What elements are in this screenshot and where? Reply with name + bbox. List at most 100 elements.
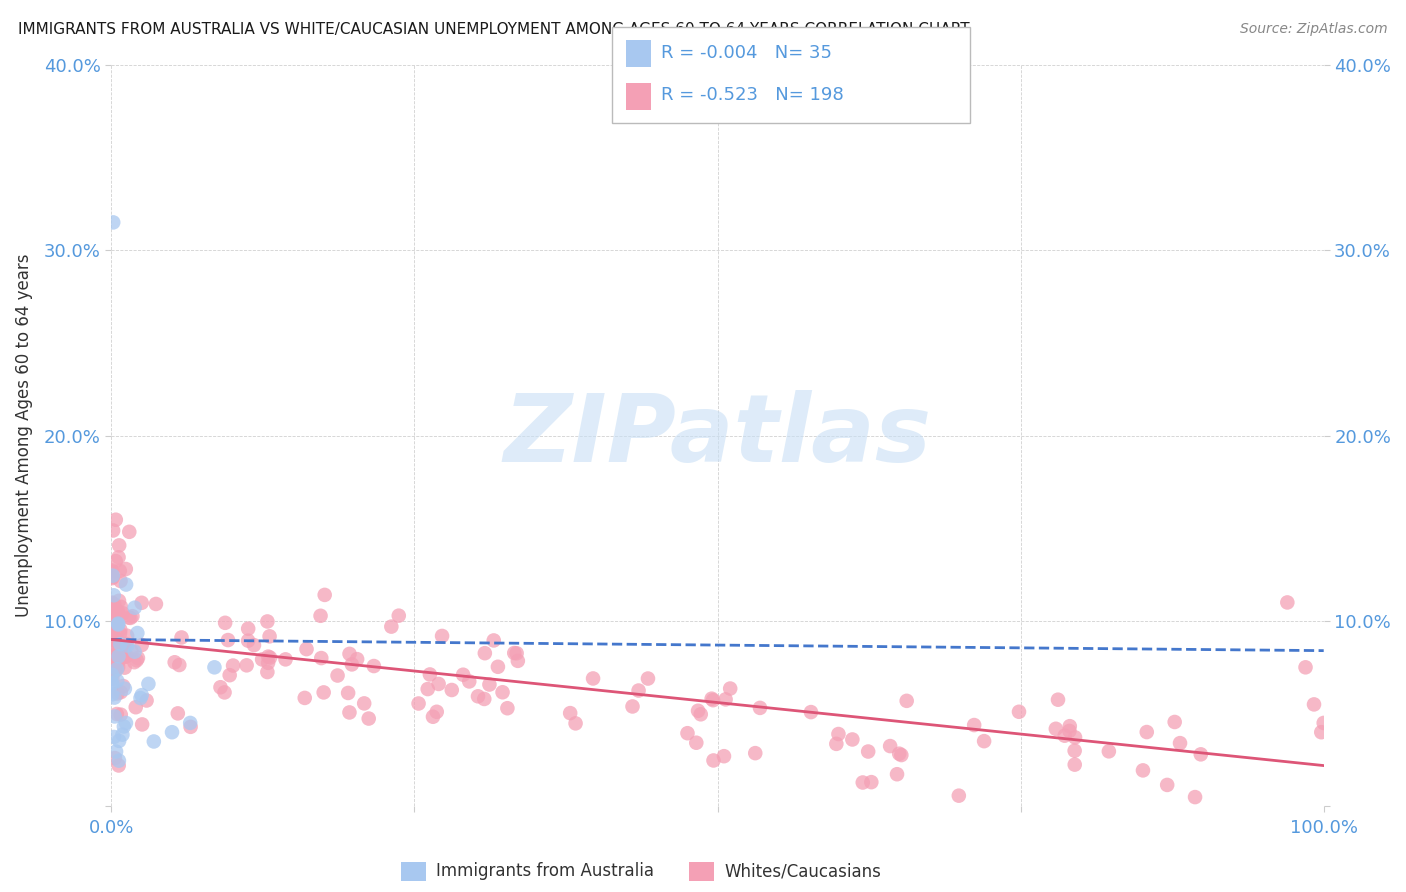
Point xyxy=(115,639,138,653)
Point xyxy=(235,658,257,673)
Point xyxy=(482,633,505,648)
Point xyxy=(214,615,236,630)
Point xyxy=(131,688,153,702)
Point xyxy=(101,563,124,577)
Point xyxy=(1059,719,1081,733)
Point xyxy=(110,599,132,614)
Point xyxy=(702,693,724,707)
Point xyxy=(1063,744,1085,758)
Point xyxy=(110,623,132,637)
Point xyxy=(124,655,146,669)
Point xyxy=(879,739,901,753)
Point xyxy=(218,668,240,682)
Point xyxy=(1312,715,1334,730)
Point xyxy=(110,685,132,699)
Point xyxy=(700,691,723,706)
Point xyxy=(274,652,297,666)
Point xyxy=(1063,757,1085,772)
Point xyxy=(257,656,280,670)
Point xyxy=(111,606,134,620)
Point xyxy=(104,751,127,765)
Point xyxy=(564,716,586,731)
Point xyxy=(1156,778,1178,792)
Point xyxy=(416,681,439,696)
Point xyxy=(124,645,146,659)
Point xyxy=(101,597,124,611)
Point xyxy=(718,681,741,696)
Point xyxy=(101,636,124,650)
Point xyxy=(243,638,266,652)
Point xyxy=(101,676,124,690)
Point xyxy=(1046,692,1069,706)
Point xyxy=(115,629,138,643)
Point xyxy=(236,633,259,648)
Point xyxy=(107,616,129,631)
Point xyxy=(103,633,125,648)
Point xyxy=(388,608,411,623)
Point xyxy=(340,657,363,672)
Point xyxy=(101,524,124,538)
Point xyxy=(1064,731,1087,745)
Point xyxy=(103,658,125,673)
Point xyxy=(105,604,128,618)
Point xyxy=(560,706,582,720)
Point xyxy=(440,683,463,698)
Point xyxy=(179,715,201,730)
Point xyxy=(101,568,124,582)
Point xyxy=(256,665,278,679)
Point xyxy=(107,607,129,621)
Point xyxy=(103,608,125,623)
Point xyxy=(357,712,380,726)
Point xyxy=(108,734,131,748)
Point xyxy=(103,617,125,632)
Point xyxy=(101,677,124,691)
Point xyxy=(1295,660,1317,674)
Point xyxy=(217,633,239,648)
Point xyxy=(103,215,125,229)
Point xyxy=(825,737,848,751)
Point xyxy=(250,652,273,666)
Point xyxy=(896,694,918,708)
Point xyxy=(238,622,260,636)
Point xyxy=(131,717,153,731)
Point xyxy=(107,604,129,618)
Point xyxy=(101,570,124,584)
Point xyxy=(496,701,519,715)
Point xyxy=(314,588,336,602)
Text: IMMIGRANTS FROM AUSTRALIA VS WHITE/CAUCASIAN UNEMPLOYMENT AMONG AGES 60 TO 64 YE: IMMIGRANTS FROM AUSTRALIA VS WHITE/CAUCA… xyxy=(18,22,970,37)
Point xyxy=(101,667,124,681)
Point xyxy=(337,686,360,700)
Point xyxy=(145,597,167,611)
Point xyxy=(676,726,699,740)
Point xyxy=(101,565,124,579)
Point xyxy=(105,662,128,676)
Point xyxy=(312,685,335,699)
Point xyxy=(135,693,157,707)
Point xyxy=(1059,723,1081,738)
Point xyxy=(115,648,138,663)
Point xyxy=(256,615,278,629)
Point xyxy=(294,690,316,705)
Point xyxy=(101,664,124,678)
Point xyxy=(114,649,136,664)
Point xyxy=(104,616,127,631)
Point xyxy=(105,673,128,688)
Point xyxy=(166,706,188,721)
Point xyxy=(114,637,136,651)
Point xyxy=(627,683,650,698)
Point xyxy=(204,660,226,674)
Point xyxy=(114,562,136,576)
Point xyxy=(104,554,127,568)
Point xyxy=(104,664,127,678)
Point xyxy=(422,710,444,724)
Point xyxy=(103,650,125,665)
Point xyxy=(107,686,129,700)
Point xyxy=(108,626,131,640)
Point xyxy=(309,608,332,623)
Point xyxy=(160,725,183,739)
Point xyxy=(503,646,526,660)
Point xyxy=(686,704,709,718)
Point xyxy=(104,648,127,662)
Point xyxy=(101,595,124,609)
Point xyxy=(108,594,131,608)
